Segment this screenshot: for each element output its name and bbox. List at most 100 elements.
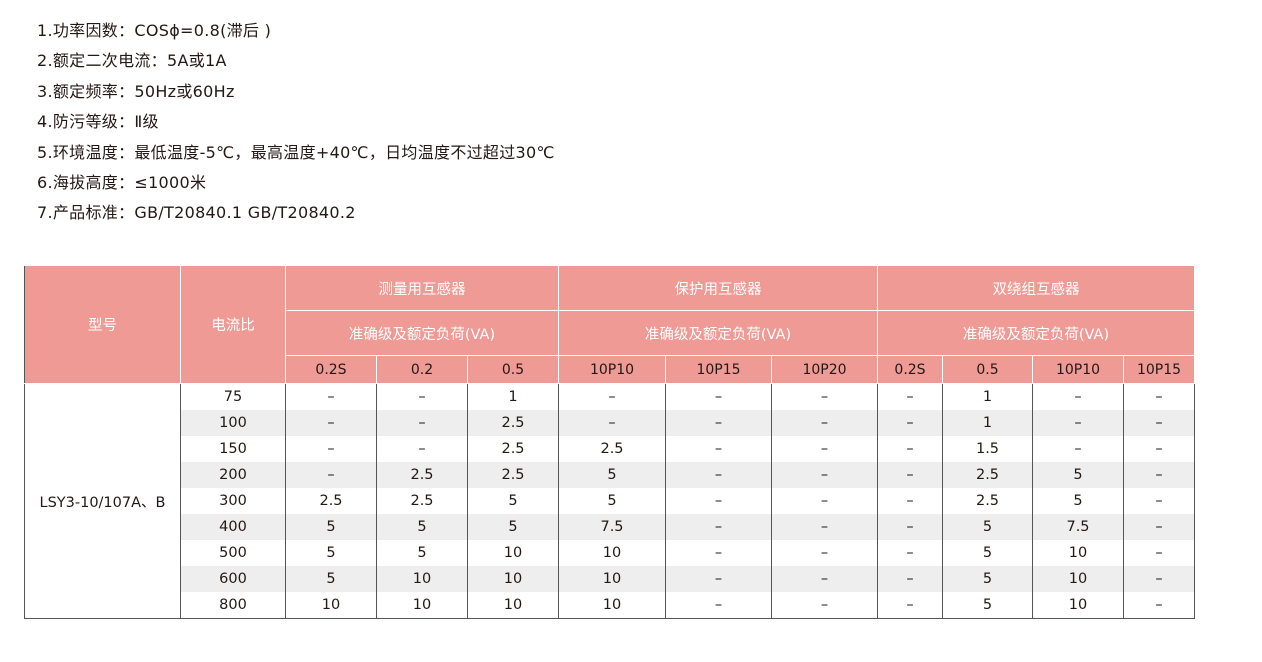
value-cell: 5 <box>376 514 468 540</box>
value-cell: 10 <box>376 566 468 592</box>
group-header: 保护用互感器 <box>558 265 878 311</box>
value-cell: 10 <box>558 592 666 619</box>
value-cell: 2.5 <box>558 436 666 462</box>
value-cell: – <box>558 383 666 410</box>
value-cell: – <box>771 436 878 462</box>
value-cell: 10 <box>467 592 559 619</box>
value-cell: 7.5 <box>558 514 666 540</box>
value-cell: – <box>771 566 878 592</box>
value-cell: – <box>877 410 943 436</box>
value-cell: 2.5 <box>467 410 559 436</box>
ratio-cell: 500 <box>180 540 286 566</box>
value-cell: – <box>665 514 772 540</box>
value-cell: 2.5 <box>285 488 377 514</box>
ratio-cell: 75 <box>180 383 286 410</box>
value-cell: 2.5 <box>376 462 468 488</box>
value-cell: – <box>376 410 468 436</box>
value-cell: 5 <box>467 514 559 540</box>
column-header: 10P15 <box>1123 355 1195 384</box>
value-cell: – <box>665 592 772 619</box>
value-cell: 5 <box>285 566 377 592</box>
value-cell: – <box>665 540 772 566</box>
value-cell: – <box>877 462 943 488</box>
value-cell: – <box>771 514 878 540</box>
value-cell: – <box>285 462 377 488</box>
value-cell: 10 <box>376 592 468 619</box>
column-header: 10P10 <box>558 355 666 384</box>
value-cell: – <box>877 436 943 462</box>
value-cell: – <box>665 436 772 462</box>
column-header: 10P10 <box>1032 355 1124 384</box>
column-header: 0.2S <box>285 355 377 384</box>
column-header: 0.2S <box>877 355 943 384</box>
spec-item: 3.额定频率：50Hz或60Hz <box>37 81 235 101</box>
group-header: 测量用互感器 <box>285 265 559 311</box>
value-cell: 1 <box>942 410 1033 436</box>
table-row: 200–2.5 2.5 5– – –2.5 5– <box>25 462 1195 488</box>
value-cell: 10 <box>558 540 666 566</box>
column-header: 10P15 <box>665 355 772 384</box>
value-cell: 5 <box>376 540 468 566</box>
value-cell: 10 <box>1032 540 1124 566</box>
value-cell: 10 <box>1032 566 1124 592</box>
value-cell: 10 <box>558 566 666 592</box>
column-header: 0.2 <box>376 355 468 384</box>
value-cell: – <box>771 540 878 566</box>
table-row: 150– –2.5 2.5– – –1.5– – <box>25 436 1195 462</box>
value-cell: 10 <box>467 566 559 592</box>
ratio-cell: 150 <box>180 436 286 462</box>
value-cell: – <box>877 540 943 566</box>
model-header: 型号 <box>24 265 181 384</box>
value-cell: – <box>877 592 943 619</box>
ratio-cell: 400 <box>180 514 286 540</box>
value-cell: 2.5 <box>376 488 468 514</box>
value-cell: 5 <box>1032 462 1124 488</box>
value-cell: 5 <box>467 488 559 514</box>
value-cell: – <box>771 488 878 514</box>
value-cell: 1 <box>942 383 1033 410</box>
table-row: 400 5 5 5 7.5– – –5 7.5– <box>25 514 1195 540</box>
value-cell: – <box>1123 488 1195 514</box>
value-cell: 10 <box>1032 592 1124 619</box>
group-subheader: 准确级及额定负荷(VA) <box>285 310 559 356</box>
ratio-header: 电流比 <box>180 265 286 384</box>
value-cell: – <box>665 488 772 514</box>
value-cell: – <box>1123 514 1195 540</box>
value-cell: 2.5 <box>467 436 559 462</box>
value-cell: 5 <box>942 592 1033 619</box>
table-row: 300 2.5 2.5 5 5– – –2.5 5– <box>25 488 1195 514</box>
value-cell: – <box>1123 462 1195 488</box>
group-subheader: 准确级及额定负荷(VA) <box>877 310 1195 356</box>
value-cell: 1.5 <box>942 436 1033 462</box>
value-cell: – <box>1123 566 1195 592</box>
ratio-cell: 100 <box>180 410 286 436</box>
value-cell: – <box>1032 383 1124 410</box>
ratio-cell: 800 <box>180 592 286 619</box>
column-header: 0.5 <box>942 355 1033 384</box>
value-cell: – <box>1032 410 1124 436</box>
value-cell: – <box>771 462 878 488</box>
value-cell: 2.5 <box>942 462 1033 488</box>
value-cell: 5 <box>942 514 1033 540</box>
table-row: 600 5 10 10 10– – –5 10– <box>25 566 1195 592</box>
spec-list: 1.功率因数：COSϕ=0.8(滞后 ) 2.额定二次电流：5A或1A 3.额定频率… <box>37 18 555 231</box>
value-cell: – <box>1123 540 1195 566</box>
value-cell: 2.5 <box>467 462 559 488</box>
value-cell: 5 <box>558 488 666 514</box>
value-cell: – <box>1123 383 1195 410</box>
value-cell: 5 <box>942 540 1033 566</box>
value-cell: – <box>1123 410 1195 436</box>
spec-item: 2.额定二次电流：5A或1A <box>37 51 227 71</box>
value-cell: 10 <box>285 592 377 619</box>
value-cell: – <box>877 514 943 540</box>
value-cell: 10 <box>467 540 559 566</box>
value-cell: 2.5 <box>942 488 1033 514</box>
value-cell: 1 <box>467 383 559 410</box>
value-cell: – <box>558 410 666 436</box>
value-cell: – <box>1123 592 1195 619</box>
value-cell: – <box>877 383 943 410</box>
ratio-cell: 600 <box>180 566 286 592</box>
spec-item: 1.功率因数：COSϕ=0.8(滞后 ) <box>37 21 272 40</box>
spec-item: 6.海拔高度：≤1000米 <box>37 172 207 192</box>
spec-item: 4.防污等级：Ⅱ级 <box>37 112 159 132</box>
